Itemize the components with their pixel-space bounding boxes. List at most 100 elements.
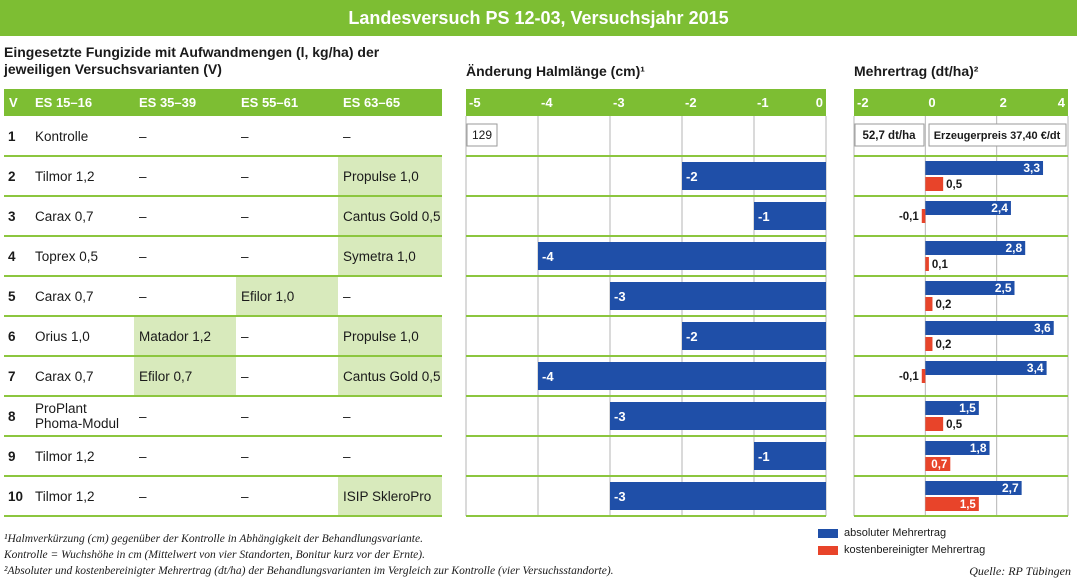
title-banner: Landesversuch PS 12-03, Versuchsjahr 201… [0, 0, 1077, 36]
producer-price-box [928, 123, 1067, 147]
table-cell: – [343, 449, 351, 464]
table-cell-highlight [338, 156, 442, 196]
mehr-cost-label: 1,5 [960, 499, 977, 511]
halm-tick-label: -2 [685, 95, 697, 110]
table-cell-highlight [236, 276, 338, 316]
table-cell: – [241, 489, 249, 504]
halm-bar-label: -1 [758, 449, 770, 464]
mehr-tick-label: 0 [928, 95, 935, 110]
mehr-cost-label: -0,1 [899, 211, 919, 223]
mehr-axis-bar [854, 89, 1068, 116]
halm-tick-label: -5 [469, 95, 481, 110]
mehr-abs-label: 2,4 [991, 201, 1008, 215]
mehr-cost-bar [921, 369, 926, 383]
mehr-abs-label: 1,8 [970, 441, 987, 455]
row-number: 7 [8, 369, 16, 384]
mehr-abs-bar [925, 201, 1011, 215]
legend-item-absolute: absoluter Mehrertrag [818, 527, 946, 539]
mehr-cost-label: -0,1 [899, 371, 919, 383]
table-header: Eingesetzte Fungizide mit Aufwandmengen … [4, 44, 379, 78]
legend-swatch-cost-adjusted [818, 545, 838, 555]
halm-bar [538, 242, 826, 270]
halm-bar [610, 282, 826, 310]
table-cell: – [241, 329, 249, 344]
mehr-cost-bar [921, 209, 926, 223]
table-cell: – [139, 169, 147, 184]
table-cell: Cantus Gold 0,5 [343, 209, 441, 224]
source-credit: Quelle: RP Tübingen [969, 564, 1071, 578]
column-header-3: ES 55–61 [241, 95, 298, 110]
table-cell: Efilor 0,7 [139, 369, 192, 384]
halm-bar [682, 322, 826, 350]
mehr-cost-label: 0,1 [932, 259, 949, 271]
halm-tick-label: -3 [613, 95, 625, 110]
table-cell: – [139, 489, 147, 504]
table-cell: – [241, 129, 249, 144]
table-cell: – [139, 249, 147, 264]
row-number: 10 [8, 489, 23, 504]
mehr-cost-bar [925, 177, 944, 191]
table-cell: Orius 1,0 [35, 329, 90, 344]
mehr-abs-label: 2,5 [995, 281, 1012, 295]
halm-bar-label: -3 [614, 489, 626, 504]
halm-bar [538, 362, 826, 390]
table-cell: Kontrolle [35, 129, 88, 144]
row-number: 5 [8, 289, 16, 304]
table-cell: – [139, 209, 147, 224]
halm-tick-label: -1 [757, 95, 769, 110]
mehr-abs-bar [925, 361, 1047, 375]
halm-chart-header: Änderung Halmlänge (cm)¹ [466, 63, 645, 79]
mehr-cost-label: 0,5 [946, 419, 963, 431]
halm-bar-label: -4 [542, 249, 554, 264]
table-cell: – [241, 369, 249, 384]
mehr-abs-bar [925, 241, 1026, 255]
legend-label-cost-adjusted: kostenbereinigter Mehrertrag [844, 544, 986, 556]
legend-swatch-absolute [818, 528, 838, 538]
mehr-abs-bar [925, 401, 979, 415]
table-cell: – [343, 289, 351, 304]
table-cell: – [343, 129, 351, 144]
mehr-cost-label: 0,2 [935, 299, 951, 311]
table-cell: – [241, 169, 249, 184]
halm-bar-label: -3 [614, 409, 626, 424]
mehr-abs-bar [925, 281, 1015, 295]
halm-bar [610, 482, 826, 510]
footnote-2: Kontrolle = Wuchshöhe in cm (Mittelwert … [4, 549, 425, 561]
mehr-tick-label: -2 [857, 95, 869, 110]
table-cell: Matador 1,2 [139, 329, 211, 344]
table-cell: – [241, 249, 249, 264]
table-header-line-2: jeweiligen Versuchsvarianten (V) [4, 61, 222, 77]
row-number: 4 [8, 249, 16, 264]
table-cell: Carax 0,7 [35, 289, 94, 304]
column-header-1: ES 15–16 [35, 95, 92, 110]
table-cell: Propulse 1,0 [343, 329, 419, 344]
control-height-box [466, 123, 498, 147]
mehr-abs-label: 2,8 [1006, 241, 1023, 255]
table-cell: Cantus Gold 0,5 [343, 369, 441, 384]
mehr-cost-bar [925, 337, 933, 351]
mehr-cost-bar [925, 457, 951, 471]
halm-bar-label: -3 [614, 289, 626, 304]
column-header-2: ES 35–39 [139, 95, 196, 110]
table-header-line-1: Eingesetzte Fungizide mit Aufwandmengen … [4, 44, 380, 60]
mehr-tick-label: 4 [1058, 95, 1066, 110]
table-cell: Tilmor 1,2 [35, 489, 95, 504]
halm-tick-label: 0 [816, 95, 823, 110]
mehr-tick-label: 2 [1000, 95, 1007, 110]
mehr-cost-label: 0,5 [946, 179, 963, 191]
mehr-abs-bar [925, 481, 1022, 495]
halm-bar-label: -4 [542, 369, 554, 384]
mehr-abs-bar [925, 321, 1054, 335]
table-cell-highlight [338, 356, 442, 396]
table-cell: Tilmor 1,2 [35, 449, 95, 464]
table-cell: Toprex 0,5 [35, 249, 98, 264]
row-number: 9 [8, 449, 16, 464]
row-number: 1 [8, 129, 16, 144]
halm-axis-bar [466, 89, 826, 116]
table-cell: – [241, 449, 249, 464]
mehr-abs-label: 1,5 [959, 401, 976, 415]
table-cell: Carax 0,7 [35, 369, 94, 384]
table-cell: Tilmor 1,2 [35, 169, 95, 184]
mehr-cost-bar [925, 497, 979, 511]
